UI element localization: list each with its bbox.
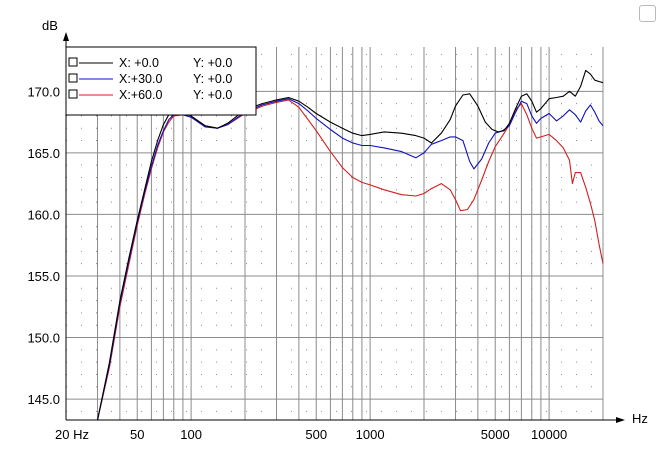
y-axis-unit: dB (42, 18, 58, 33)
x-tick-label: 500 (305, 427, 327, 442)
legend-y-value: Y: +0.0 (193, 72, 232, 86)
x-tick-labels: 20 Hz 50 100 500 1000 5000 10000 (55, 427, 567, 442)
y-tick-label: 165.0 (27, 146, 60, 161)
y-tick-label: 170.0 (27, 84, 60, 99)
x-tick-label: 5000 (481, 427, 510, 442)
series-line (96, 99, 604, 421)
legend-checkbox[interactable] (68, 57, 78, 67)
legend-checkbox[interactable] (68, 89, 78, 99)
legend-label: X: +0.0 (119, 56, 159, 70)
x-tick-label: 100 (180, 427, 202, 442)
x-tick-label: 10000 (531, 427, 567, 442)
x-tick-label: 20 Hz (55, 427, 89, 442)
x-axis-unit: Hz (632, 411, 648, 426)
y-tick-label: 160.0 (27, 207, 60, 222)
legend-box (65, 46, 257, 116)
y-tick-label: 150.0 (27, 331, 60, 346)
y-tick-label: 145.0 (27, 392, 60, 407)
legend-y-value: Y: +0.0 (193, 88, 232, 102)
corner-checkbox[interactable] (639, 5, 656, 22)
x-tick-label: 1000 (356, 427, 385, 442)
y-tick-label: 155.0 (27, 269, 60, 284)
x-tick-label: 50 (130, 427, 144, 442)
legend-label: X:+30.0 (119, 72, 162, 86)
legend: X: +0.0 Y: +0.0 X:+30.0 Y: +0.0 X:+60.0 Y: +0… (65, 46, 257, 116)
legend-y-value: Y: +0.0 (193, 56, 232, 70)
x-axis-arrow (616, 417, 625, 423)
y-tick-labels: 145.0 150.0 155.0 160.0 165.0 170.0 (27, 84, 60, 407)
y-axis-arrow (63, 32, 69, 41)
legend-checkbox[interactable] (68, 73, 78, 83)
legend-label: X:+60.0 (119, 88, 162, 102)
